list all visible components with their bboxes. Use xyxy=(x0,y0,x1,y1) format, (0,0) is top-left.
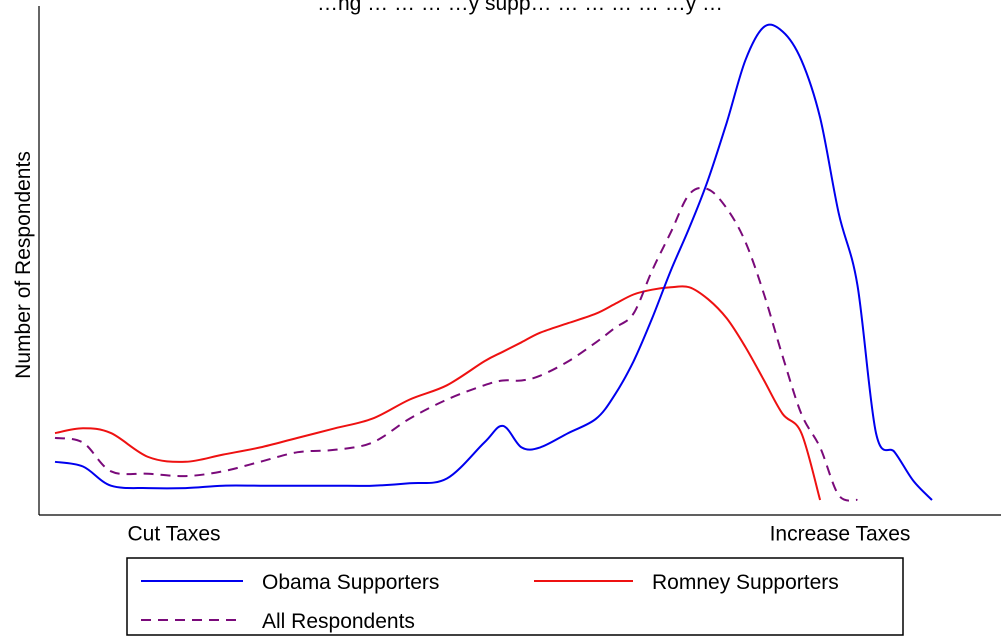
chart-title: …ng … … … …y supp… … … … … …y … xyxy=(317,0,723,15)
legend: Obama Supporters Romney Supporters All R… xyxy=(126,557,904,636)
legend-label-all: All Respondents xyxy=(262,610,415,633)
series-line-obama-supporters xyxy=(54,23,933,501)
x-tick-label-increase-taxes: Increase Taxes xyxy=(770,523,911,546)
y-axis-label: Number of Respondents xyxy=(12,151,35,379)
series-layer xyxy=(54,23,933,502)
x-tick-label-cut-taxes: Cut Taxes xyxy=(128,523,221,546)
series-line-romney-supporters xyxy=(54,285,822,501)
legend-box xyxy=(126,557,904,636)
legend-label-obama: Obama Supporters xyxy=(262,571,439,594)
legend-label-romney: Romney Supporters xyxy=(652,571,839,594)
series-line-all-respondents xyxy=(54,186,858,502)
